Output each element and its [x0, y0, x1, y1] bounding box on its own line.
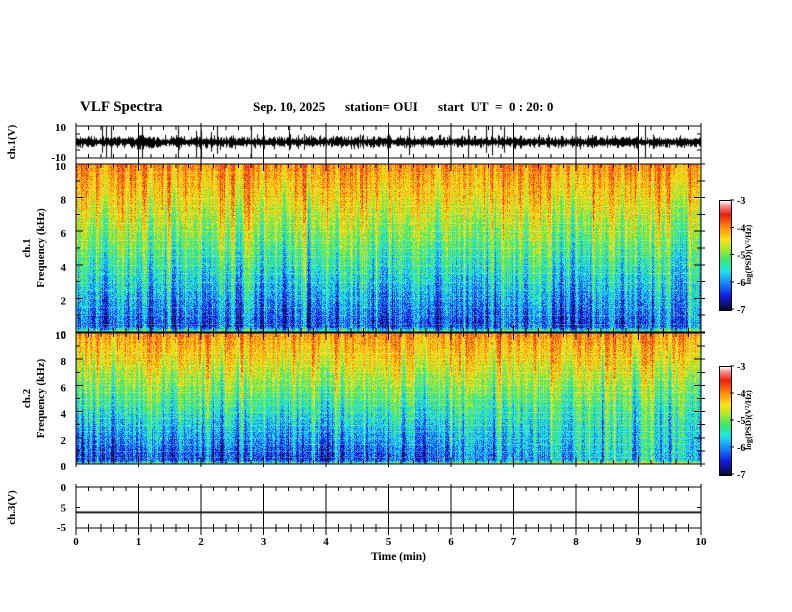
svg-text:3: 3	[261, 536, 267, 548]
svg-text:8: 8	[61, 356, 67, 368]
svg-text:2: 2	[61, 435, 67, 447]
svg-text:ch.2: ch.2	[21, 388, 33, 408]
svg-text:0: 0	[61, 461, 67, 473]
svg-text:-3: -3	[737, 196, 745, 207]
svg-text:-7: -7	[737, 305, 745, 316]
svg-text:7: 7	[511, 536, 517, 548]
svg-text:5: 5	[386, 536, 392, 548]
svg-text:ch.1(V): ch.1(V)	[6, 124, 18, 159]
svg-text:0: 0	[61, 482, 67, 494]
svg-text:8: 8	[573, 536, 579, 548]
svg-text:log(PSD)(V²/Hz): log(PSD)(V²/Hz)	[743, 390, 753, 450]
svg-text:-7: -7	[737, 470, 745, 481]
svg-text:2: 2	[61, 295, 67, 307]
svg-text:6: 6	[61, 382, 67, 394]
svg-text:10: 10	[55, 122, 67, 134]
svg-text:ch.1: ch.1	[21, 238, 33, 257]
svg-text:6: 6	[61, 228, 67, 240]
svg-text:10: 10	[696, 536, 708, 548]
svg-text:10: 10	[55, 330, 67, 342]
svg-text:10: 10	[55, 161, 67, 173]
svg-text:Frequency (kHz): Frequency (kHz)	[35, 358, 47, 438]
svg-text:Frequency (kHz): Frequency (kHz)	[35, 208, 47, 288]
svg-text:9: 9	[636, 536, 642, 548]
svg-text:2: 2	[198, 536, 204, 548]
svg-text:Time (min): Time (min)	[371, 551, 426, 563]
svg-text:8: 8	[61, 195, 67, 207]
svg-text:4: 4	[61, 409, 67, 421]
svg-text:-5: -5	[57, 522, 67, 534]
svg-text:4: 4	[323, 536, 329, 548]
svg-text:-3: -3	[737, 362, 745, 373]
svg-text:5: 5	[61, 503, 67, 515]
svg-text:4: 4	[61, 262, 67, 274]
svg-text:1: 1	[136, 536, 142, 548]
svg-text:0: 0	[73, 536, 79, 548]
svg-text:6: 6	[448, 536, 454, 548]
svg-text:ch.3(V): ch.3(V)	[6, 490, 18, 525]
svg-text:log(PSD)(V²/Hz): log(PSD)(V²/Hz)	[743, 225, 753, 285]
